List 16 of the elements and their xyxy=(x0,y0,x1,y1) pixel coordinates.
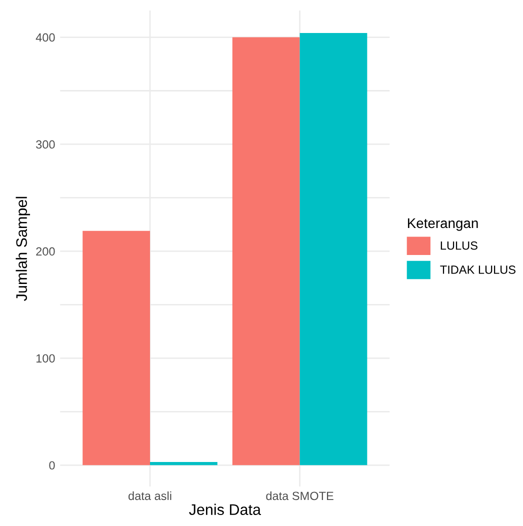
y-tick-label: 100 xyxy=(36,354,55,363)
y-tick-label: 300 xyxy=(36,140,55,149)
x-tick-label: data asli xyxy=(128,491,172,500)
y-tick-label: 200 xyxy=(36,247,55,256)
legend-label: LULUS xyxy=(440,241,478,250)
x-axis-title: Jenis Data xyxy=(189,504,261,516)
y-tick-label: 400 xyxy=(36,33,55,42)
bar xyxy=(232,37,300,466)
bar xyxy=(300,32,368,466)
bar xyxy=(150,462,218,466)
y-tick-label: 0 xyxy=(49,461,55,470)
legend-title: Keterangan xyxy=(408,218,478,231)
bar xyxy=(82,230,150,466)
x-tick-label: data SMOTE xyxy=(266,491,334,500)
legend-label: TIDAK LULUS xyxy=(440,266,516,274)
y-axis-title: Jumlah Sampel xyxy=(16,196,30,301)
